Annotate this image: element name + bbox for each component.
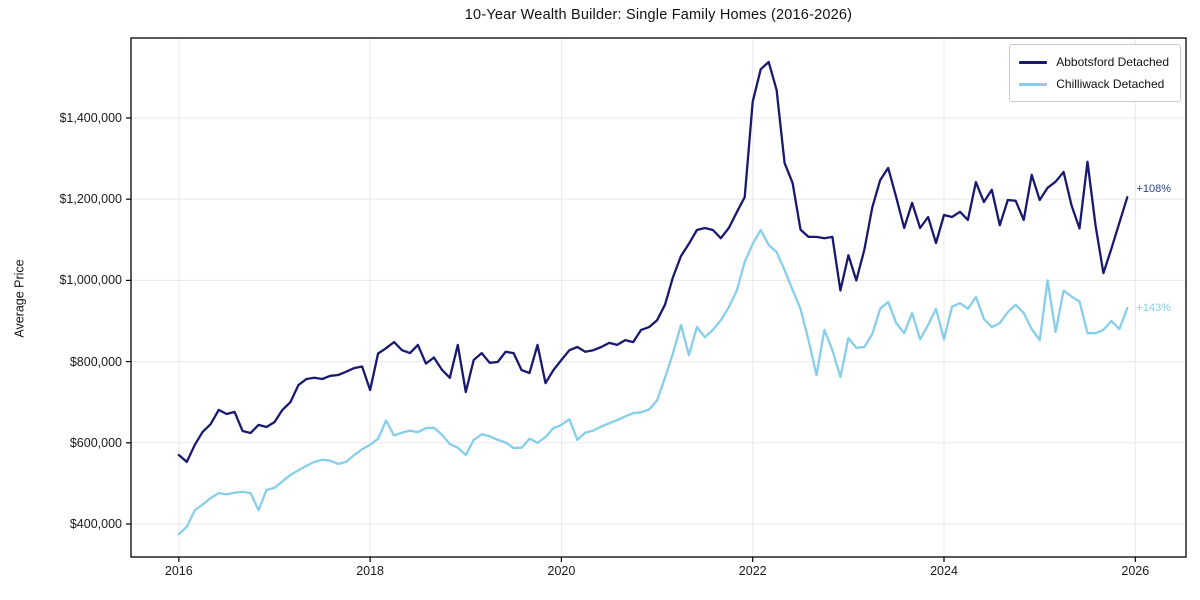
annotation-chilliwack-growth: +143% [1136,301,1171,314]
y-tick-label: $800,000 [69,354,122,369]
series-line-0 [177,60,1129,464]
legend: Abbotsford Detached Chilliwack Detached [1009,44,1181,102]
y-axis-title: Average Price [12,259,27,338]
x-tick-label: 2026 [1121,564,1150,578]
y-tick-label: $400,000 [69,516,122,531]
legend-item-abbotsford: Abbotsford Detached [1019,51,1169,73]
plot-frame [130,37,1187,558]
legend-line-swatch-abbotsford [1019,60,1048,64]
series-line-1 [177,228,1129,536]
x-tick-label: 2022 [738,564,767,578]
annotation-abbotsford-growth: +108% [1136,183,1171,196]
legend-line-swatch-chilliwack [1019,82,1048,86]
x-tick-label: 2016 [164,564,193,578]
legend-label-chilliwack: Chilliwack Detached [1056,77,1165,91]
x-tick-label: 2018 [356,564,385,578]
y-tick-label: $1,200,000 [59,192,122,207]
y-tick-label: $1,400,000 [59,110,122,125]
legend-label-abbotsford: Abbotsford Detached [1056,55,1169,69]
legend-item-chilliwack: Chilliwack Detached [1019,73,1169,95]
x-tick-label: 2024 [930,564,958,578]
y-tick-label: $1,000,000 [59,273,122,288]
y-tick-label: $600,000 [69,435,122,450]
chart-title: 10-Year Wealth Builder: Single Family Ho… [464,7,853,23]
x-tick-label: 2020 [547,564,576,578]
